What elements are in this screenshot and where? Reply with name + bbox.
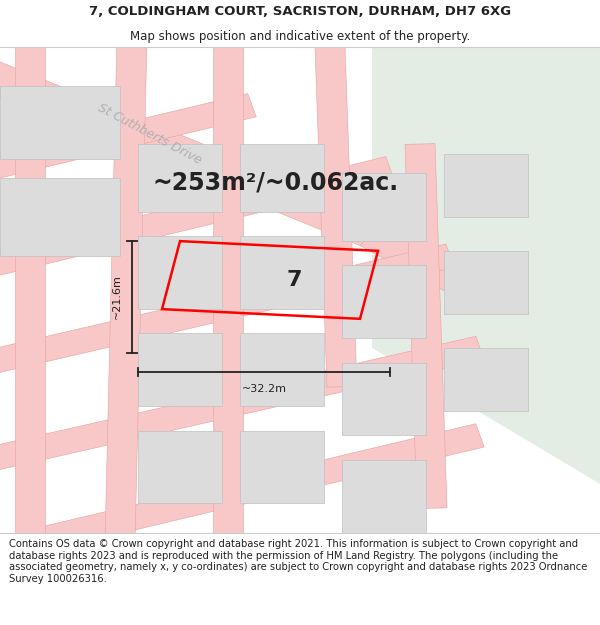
Polygon shape	[342, 173, 426, 241]
Polygon shape	[0, 86, 120, 159]
Polygon shape	[138, 236, 222, 309]
Polygon shape	[315, 46, 357, 387]
Text: ~21.6m: ~21.6m	[112, 274, 122, 319]
Polygon shape	[405, 144, 447, 509]
Polygon shape	[26, 424, 484, 554]
Polygon shape	[15, 37, 45, 542]
Polygon shape	[0, 244, 454, 374]
Polygon shape	[240, 144, 324, 212]
Text: ~253m²/~0.062ac.: ~253m²/~0.062ac.	[153, 171, 399, 195]
Polygon shape	[444, 154, 528, 217]
Polygon shape	[213, 47, 243, 542]
Polygon shape	[342, 362, 426, 436]
Polygon shape	[240, 236, 324, 309]
Text: Contains OS data © Crown copyright and database right 2021. This information is : Contains OS data © Crown copyright and d…	[9, 539, 587, 584]
Polygon shape	[0, 157, 394, 277]
Polygon shape	[342, 266, 426, 338]
Polygon shape	[138, 431, 222, 503]
Polygon shape	[138, 144, 222, 212]
Polygon shape	[444, 251, 528, 314]
Polygon shape	[342, 459, 426, 532]
Polygon shape	[361, 217, 491, 304]
Polygon shape	[240, 333, 324, 406]
Polygon shape	[0, 61, 382, 247]
Polygon shape	[105, 37, 147, 542]
Text: Map shows position and indicative extent of the property.: Map shows position and indicative extent…	[130, 30, 470, 43]
Polygon shape	[0, 178, 120, 256]
Polygon shape	[0, 94, 256, 180]
Text: 7, COLDINGHAM COURT, SACRISTON, DURHAM, DH7 6XG: 7, COLDINGHAM COURT, SACRISTON, DURHAM, …	[89, 5, 511, 18]
Polygon shape	[240, 431, 324, 503]
Text: ~32.2m: ~32.2m	[241, 384, 287, 394]
Polygon shape	[444, 348, 528, 411]
Polygon shape	[372, 47, 600, 484]
Text: St Cuthberts Drive: St Cuthberts Drive	[96, 101, 204, 167]
Polygon shape	[0, 336, 484, 471]
Polygon shape	[138, 333, 222, 406]
Text: 7: 7	[286, 270, 302, 290]
